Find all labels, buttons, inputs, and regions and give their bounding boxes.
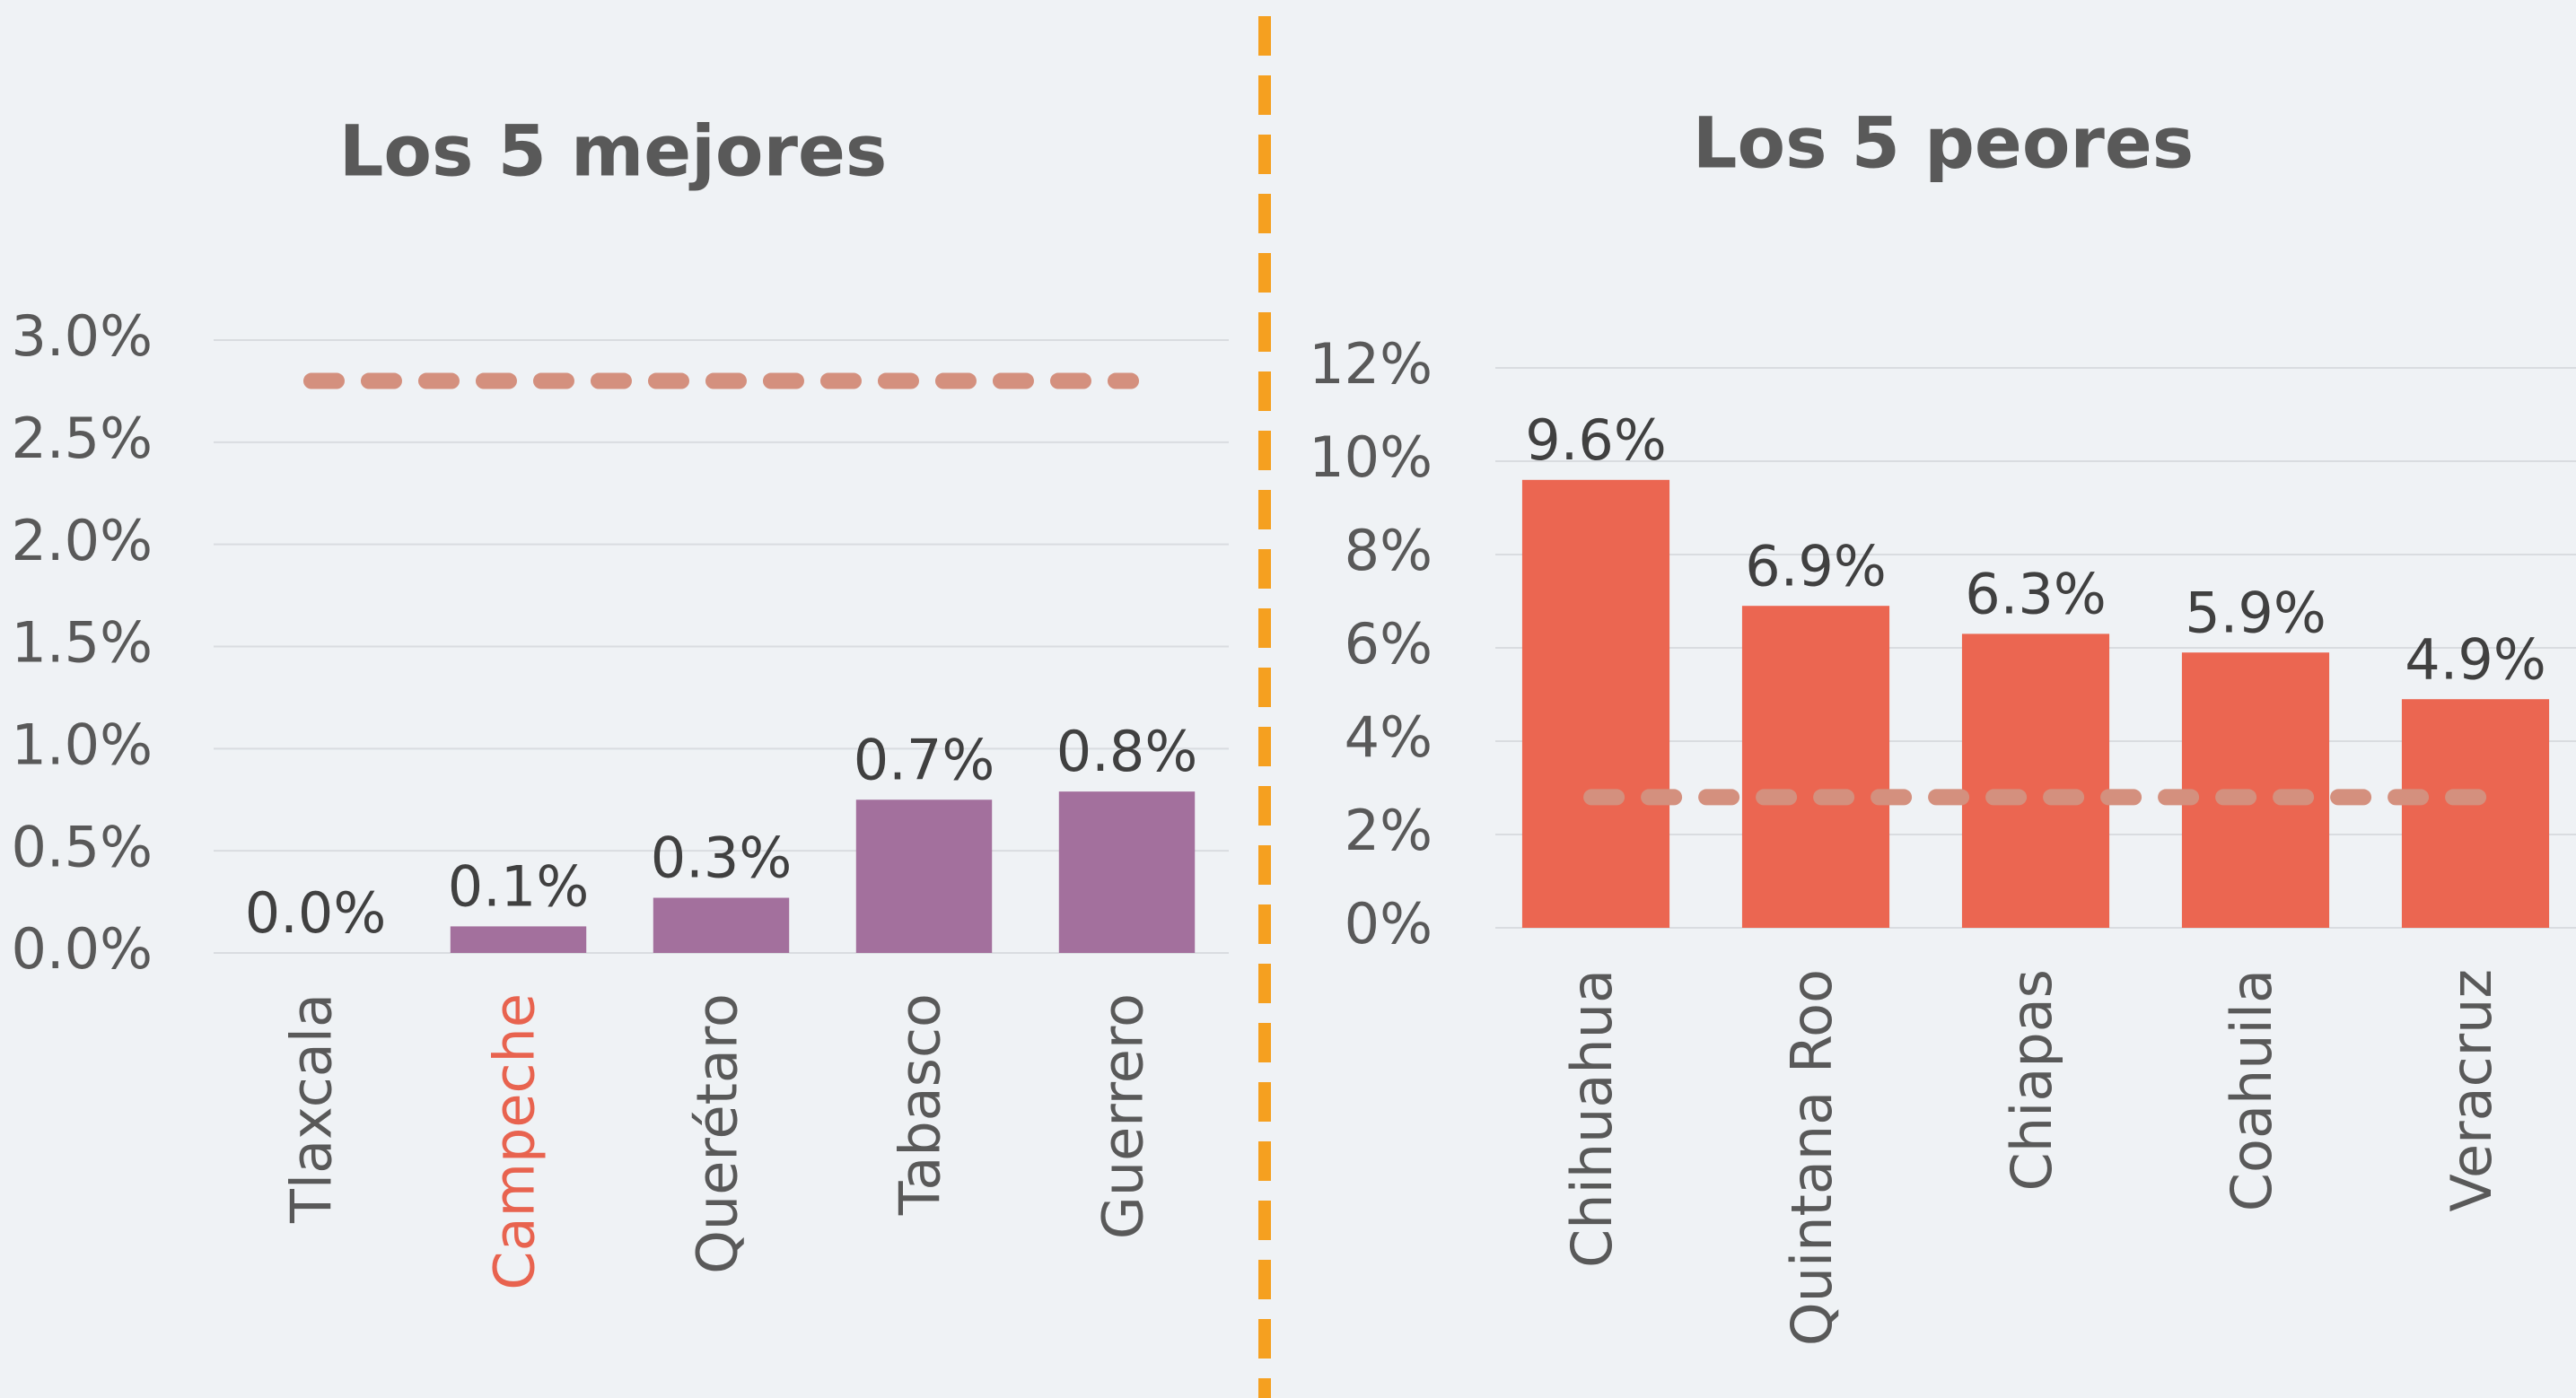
x-tick-label: Veracruz bbox=[2439, 969, 2504, 1212]
data-label: 4.9% bbox=[2405, 626, 2546, 692]
data-label: 6.3% bbox=[1965, 561, 2107, 626]
y-tick-label: 3.0% bbox=[11, 303, 153, 369]
data-label: 0.0% bbox=[245, 880, 387, 946]
y-tick-label: 2% bbox=[1345, 798, 1433, 863]
x-tick-label: Guerrero bbox=[1091, 993, 1156, 1239]
bar bbox=[2401, 699, 2550, 928]
y-tick-label: 1.5% bbox=[11, 610, 153, 676]
y-tick-label: 0% bbox=[1345, 891, 1433, 957]
x-tick-label: Tlaxcala bbox=[279, 993, 345, 1224]
data-label: 0.3% bbox=[651, 826, 793, 891]
x-tick-label: Campeche bbox=[482, 993, 548, 1290]
data-label: 5.9% bbox=[2185, 580, 2326, 645]
data-label: 6.9% bbox=[1745, 533, 1887, 599]
bar bbox=[450, 926, 587, 953]
data-label: 0.8% bbox=[1056, 719, 1198, 784]
y-tick-label: 6% bbox=[1345, 611, 1433, 677]
data-label: 0.7% bbox=[854, 727, 995, 792]
bar bbox=[1961, 633, 2110, 928]
data-label: 9.6% bbox=[1525, 407, 1667, 473]
y-tick-label: 1.0% bbox=[11, 712, 153, 777]
y-tick-label: 0.5% bbox=[11, 814, 153, 879]
x-tick-label: Coahuila bbox=[2219, 969, 2284, 1211]
y-tick-label: 4% bbox=[1345, 704, 1433, 770]
bar bbox=[1741, 606, 1890, 928]
chart-title: Los 5 mejores bbox=[339, 111, 888, 192]
chart-title: Los 5 peores bbox=[1693, 103, 2194, 184]
y-tick-label: 10% bbox=[1309, 424, 1433, 490]
data-label: 0.1% bbox=[448, 853, 590, 919]
y-tick-label: 12% bbox=[1309, 331, 1433, 397]
y-tick-label: 8% bbox=[1345, 518, 1433, 583]
x-tick-label: Querétaro bbox=[685, 993, 750, 1274]
x-tick-label: Quintana Roo bbox=[1779, 969, 1844, 1346]
bar bbox=[855, 799, 993, 953]
y-tick-label: 2.0% bbox=[11, 508, 153, 573]
x-tick-label: Chihuahua bbox=[1559, 969, 1625, 1268]
y-tick-label: 2.5% bbox=[11, 406, 153, 471]
x-tick-label: Tabasco bbox=[888, 993, 953, 1216]
y-tick-label: 0.0% bbox=[11, 916, 153, 982]
bar bbox=[1521, 479, 1670, 928]
bar bbox=[653, 897, 790, 953]
x-tick-label: Chiapas bbox=[1999, 969, 2064, 1191]
bar bbox=[1058, 791, 1196, 953]
